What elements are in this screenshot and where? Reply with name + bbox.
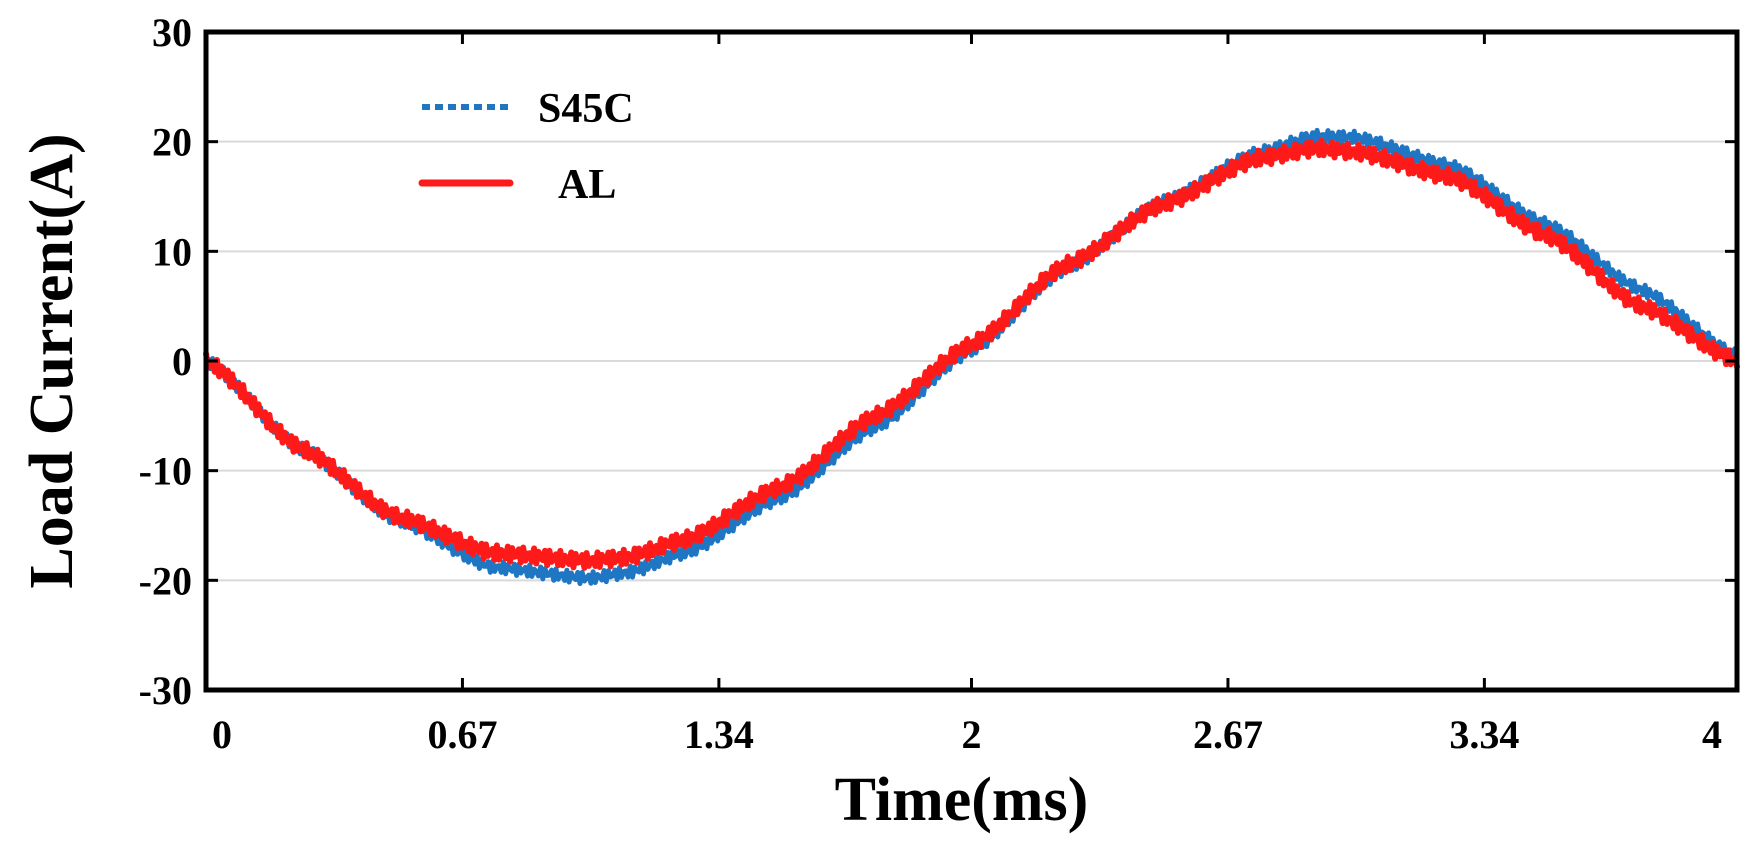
x-tick-label: 2 — [962, 712, 982, 757]
y-tick-label: 20 — [152, 120, 192, 165]
x-tick-labels: 0 0.67 1.34 2 2.67 3.34 4 — [212, 712, 1722, 757]
legend-label-al: AL — [558, 162, 616, 208]
legend-label-s45c: S45C — [538, 86, 634, 132]
x-tick-label: 0.67 — [427, 712, 497, 757]
y-tick-label: -10 — [139, 449, 192, 494]
x-tick-label: 3.34 — [1449, 712, 1519, 757]
x-tick-label: 4 — [1702, 712, 1722, 757]
y-tick-labels: -30 -20 -10 0 10 20 30 — [139, 10, 192, 713]
legend: S45C AL — [418, 86, 634, 208]
x-tick-label: 0 — [212, 712, 232, 757]
axis-ticks — [204, 30, 1739, 692]
y-tick-label: 30 — [152, 10, 192, 55]
x-tick-label: 1.34 — [684, 712, 754, 757]
y-tick-label: -20 — [139, 558, 192, 603]
y-tick-label: 10 — [152, 229, 192, 274]
y-tick-label: 0 — [172, 339, 192, 384]
series-line-s45c — [203, 127, 1740, 587]
series-lines — [203, 127, 1740, 587]
y-tick-label: -30 — [139, 668, 192, 713]
x-axis-title: Time(ms) — [835, 766, 1089, 834]
series-line-al — [203, 137, 1740, 571]
y-axis-title: Load Current(A) — [18, 133, 86, 588]
x-tick-label: 2.67 — [1193, 712, 1263, 757]
grid-lines — [206, 140, 1737, 582]
